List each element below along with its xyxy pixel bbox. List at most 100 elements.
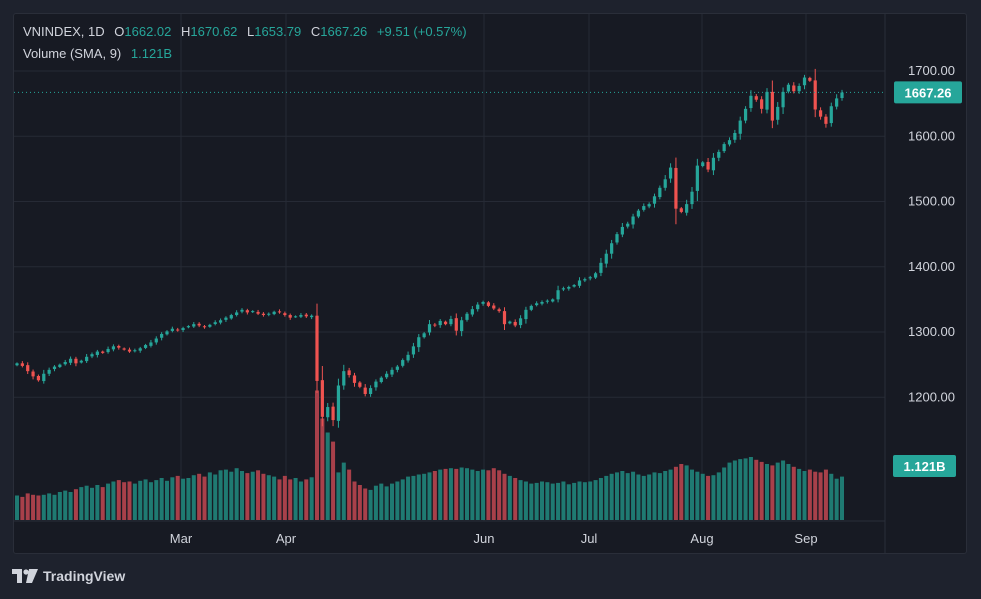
candle-body xyxy=(251,311,255,313)
volume-bar xyxy=(464,468,470,520)
x-tick-label: Sep xyxy=(794,531,817,546)
candle-body xyxy=(240,309,244,312)
candle-body xyxy=(90,354,94,357)
volume-bar xyxy=(588,481,593,520)
candle-body xyxy=(502,311,507,325)
volume-bar xyxy=(572,482,577,520)
candle-body xyxy=(588,277,592,279)
candle-body xyxy=(347,370,351,376)
volume-bar xyxy=(641,475,646,520)
volume-bar xyxy=(111,481,116,520)
volume-bar xyxy=(604,475,609,520)
candle-body xyxy=(792,85,796,92)
candle-body xyxy=(15,363,19,366)
x-tick-label: Mar xyxy=(170,531,193,546)
volume-bar xyxy=(620,471,625,520)
candle-body xyxy=(149,342,153,346)
candle-body xyxy=(433,324,437,326)
candle-body xyxy=(336,385,341,421)
candle-body xyxy=(706,161,710,170)
candle-body xyxy=(722,144,726,152)
volume-bar xyxy=(716,472,721,520)
volume-bar xyxy=(406,476,411,520)
volume-bar xyxy=(518,480,523,520)
candle-body xyxy=(658,187,662,198)
volume-bar xyxy=(523,481,528,520)
candle-body xyxy=(583,279,587,281)
candle-body xyxy=(106,348,110,353)
candle-body xyxy=(138,348,142,351)
volume-bar xyxy=(775,462,780,520)
volume-bar xyxy=(438,469,443,520)
volume-bar xyxy=(416,474,421,520)
candle-body xyxy=(224,317,228,320)
volume-bar xyxy=(470,469,475,520)
volume-bar xyxy=(41,494,46,520)
candle-body xyxy=(577,280,582,286)
candle-body xyxy=(47,369,51,374)
candle-body xyxy=(143,345,148,348)
candle-body xyxy=(406,354,410,361)
candle-body xyxy=(460,320,464,332)
candle-body xyxy=(256,311,260,314)
volume-bar xyxy=(829,473,834,520)
candle-body xyxy=(229,315,233,319)
volume-bar xyxy=(298,481,303,520)
volume-bar xyxy=(673,466,678,520)
candle-body xyxy=(743,108,748,121)
candle-body xyxy=(411,346,416,355)
volume-bar xyxy=(132,483,137,520)
tradingview-logo[interactable]: TradingView xyxy=(12,568,125,584)
candle-body xyxy=(476,304,480,310)
candle-body xyxy=(160,333,164,338)
volume-bar xyxy=(363,488,368,520)
volume-bar xyxy=(411,475,416,520)
volume-bar xyxy=(357,485,362,520)
volume-bar xyxy=(106,483,111,520)
volume-bar xyxy=(497,470,502,520)
candle-body xyxy=(808,77,812,81)
candle-body xyxy=(529,305,533,310)
candle-body xyxy=(535,303,539,306)
volume-bar xyxy=(320,418,325,520)
candle-body xyxy=(20,363,24,366)
volume-bar xyxy=(218,470,223,520)
volume-bar xyxy=(229,471,234,520)
volume-bar xyxy=(636,474,641,520)
volume-bar xyxy=(79,487,84,520)
candle-body xyxy=(626,223,630,227)
volume-bar xyxy=(57,492,62,520)
candle-body xyxy=(368,388,373,394)
candle-body xyxy=(551,299,555,302)
candle-body xyxy=(197,323,201,326)
candle-body xyxy=(379,377,383,382)
volume-bar xyxy=(250,471,255,520)
candle-body xyxy=(711,157,716,171)
volume-bar xyxy=(582,482,587,520)
volume-bar xyxy=(839,476,845,520)
volume-bar xyxy=(20,496,25,520)
volume-bar xyxy=(706,475,711,520)
candle-body xyxy=(111,346,116,350)
candle-body xyxy=(668,167,673,179)
candle-body xyxy=(770,91,774,121)
volume-bar xyxy=(368,489,373,520)
candle-body xyxy=(652,196,657,204)
x-tick-label: Jul xyxy=(581,531,598,546)
candle-body xyxy=(786,84,791,92)
low-value: 1653.79 xyxy=(254,24,302,39)
volume-bar xyxy=(14,495,20,520)
volume-bar xyxy=(663,471,668,520)
volume-bar xyxy=(245,473,250,520)
candle-body xyxy=(572,285,576,287)
volume-bar xyxy=(207,472,212,520)
candle-body xyxy=(647,204,651,207)
candle-body xyxy=(288,315,292,318)
candle-body xyxy=(749,95,753,109)
chart-panel[interactable] xyxy=(13,13,967,554)
candle-body xyxy=(840,92,844,99)
volume-bar xyxy=(400,479,405,520)
volume-bar xyxy=(68,492,73,520)
volume-bar xyxy=(732,460,737,520)
